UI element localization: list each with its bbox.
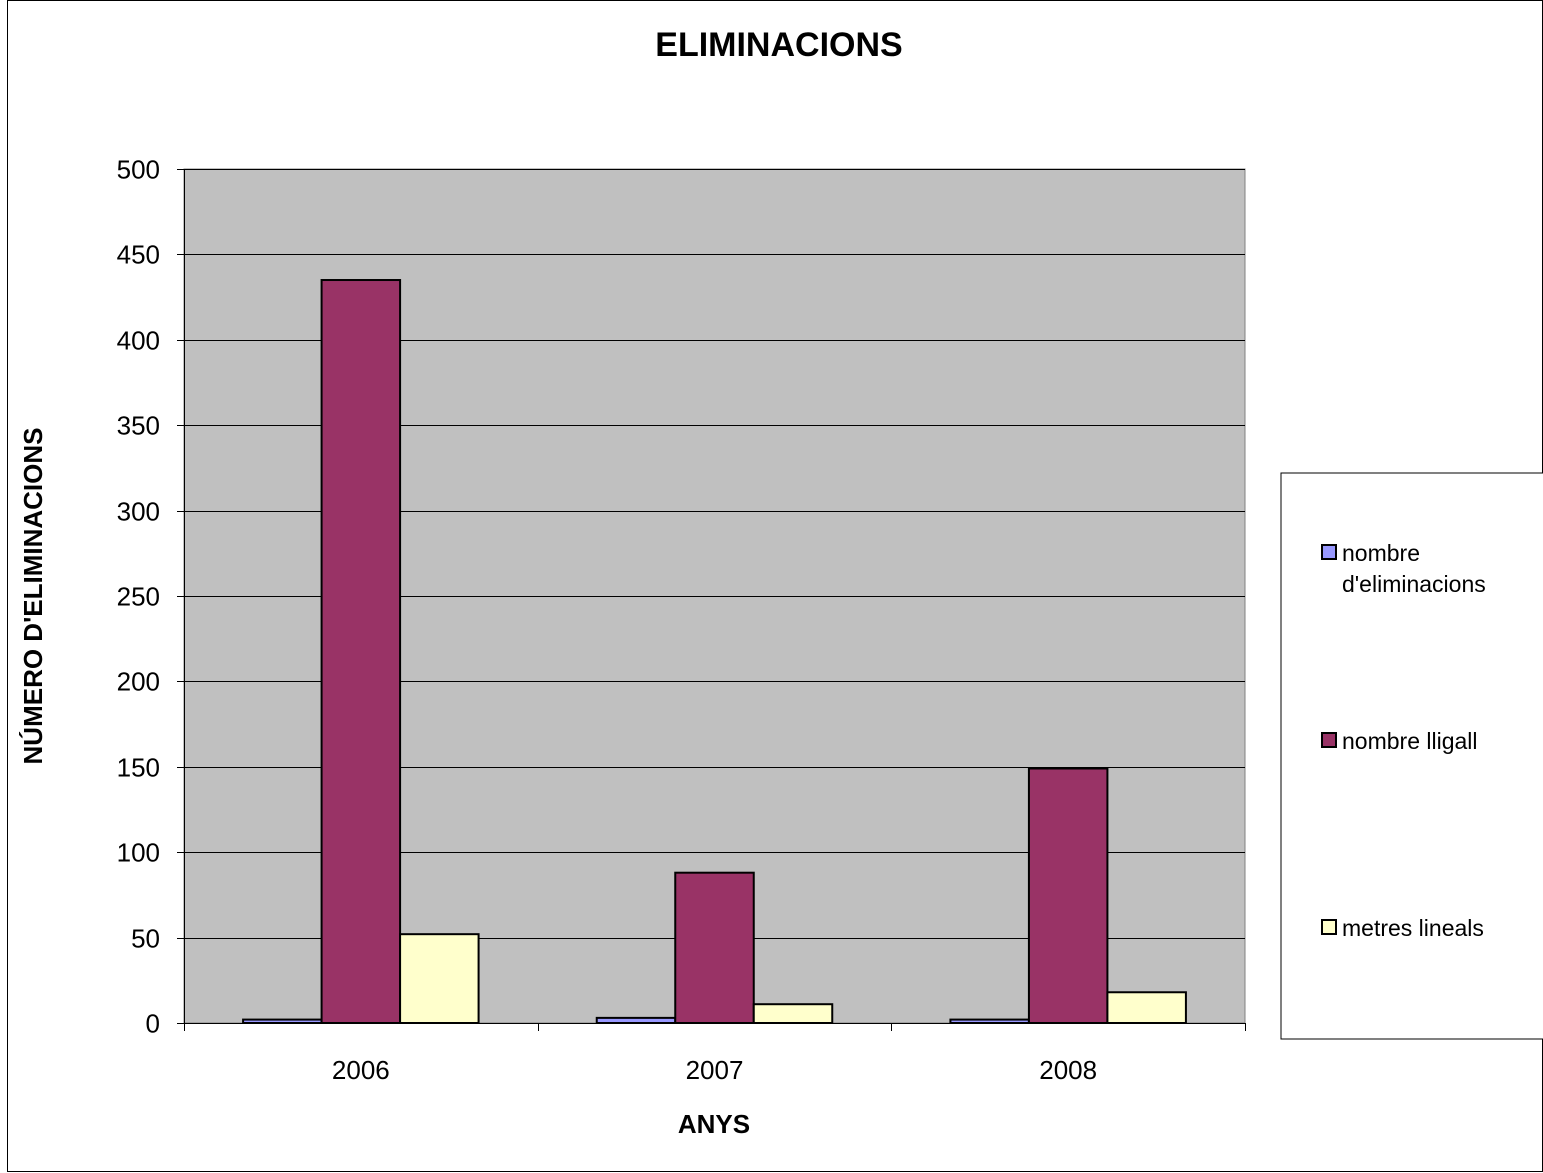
legend-swatch [1321,544,1337,560]
legend-label: metres lineals [1342,915,1484,941]
y-tick-label: 300 [117,497,160,527]
x-tick-label: 2008 [1039,1055,1097,1085]
x-tick-label: 2007 [686,1055,744,1085]
y-tick-label: 50 [131,924,160,954]
bar [752,1003,834,1024]
y-axis-ticks: 0 50 100 150 200 250 300 350 400 450 500 [117,155,184,1039]
legend-label: nombre [1342,540,1420,566]
bar [1106,991,1187,1024]
bar [242,1018,323,1024]
y-tick-label: 450 [117,240,160,270]
chart-title: ELIMINACIONS [655,26,902,64]
bar [1027,767,1109,1024]
legend-label: d'eliminacions [1342,571,1486,597]
x-tick-label: 2006 [332,1055,390,1085]
y-tick-label: 500 [117,155,160,185]
y-tick-label: 250 [117,582,160,612]
bar [399,933,480,1025]
y-tick-label: 0 [146,1009,160,1039]
y-tick-label: 400 [117,326,160,356]
legend-box [1280,472,1543,1040]
bar [595,1016,677,1024]
y-tick-label: 350 [117,411,160,441]
bar [949,1018,1030,1024]
x-axis-ticks: 2006 2007 2008 [184,1023,1246,1085]
legend: nombre d'eliminacions nombre lligall metres… [1280,472,1543,1040]
legend-label: nombre lligall [1342,728,1478,754]
bar [320,279,402,1024]
bar [674,871,755,1024]
y-tick-label: 150 [117,753,160,783]
y-tick-label: 200 [117,667,160,697]
y-tick-label: 100 [117,838,160,868]
legend-swatch [1321,732,1337,748]
y-axis-title: NÚMERO D'ELIMINACIONS [18,428,48,765]
x-axis-title: ANYS [678,1109,750,1139]
axes [184,169,1245,1024]
legend-swatch [1321,919,1337,935]
